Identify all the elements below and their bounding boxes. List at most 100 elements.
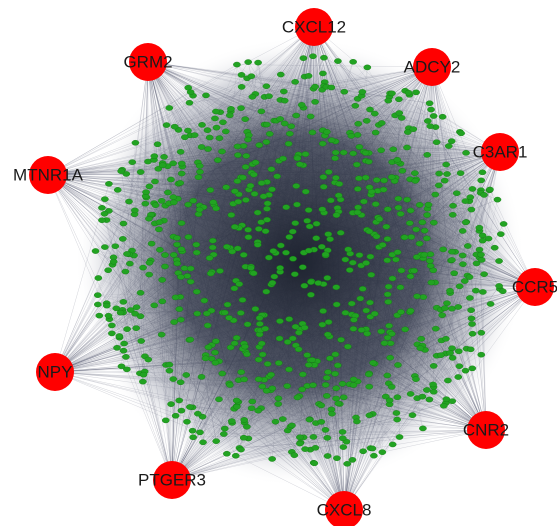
leaf-node <box>226 344 235 351</box>
leaf-node <box>216 268 224 274</box>
leaf-node <box>230 224 239 230</box>
leaf-node <box>195 206 204 213</box>
hub-node-adcy2: ADCY2 <box>404 48 460 86</box>
leaf-node <box>274 360 283 366</box>
leaf-node <box>237 72 246 78</box>
leaf-node <box>293 394 302 401</box>
leaf-node <box>387 331 396 337</box>
leaf-node <box>119 220 128 227</box>
leaf-node <box>311 445 320 451</box>
leaf-node <box>204 146 212 152</box>
leaf-node <box>203 322 212 329</box>
leaf-node <box>242 153 251 159</box>
leaf-node <box>499 221 508 227</box>
leaf-node <box>356 295 365 302</box>
hub-node-cnr2: CNR2 <box>463 411 509 449</box>
leaf-node <box>239 174 247 181</box>
leaf-node <box>351 102 360 109</box>
leaf-node <box>257 108 266 115</box>
leaf-node <box>282 249 290 256</box>
leaf-node <box>288 228 297 235</box>
leaf-node <box>181 134 189 141</box>
leaf-node <box>458 228 467 234</box>
leaf-node <box>132 325 141 331</box>
leaf-node <box>250 191 259 197</box>
hub-node-ptger3: PTGER3 <box>138 461 206 499</box>
leaf-node <box>424 201 433 208</box>
leaf-node <box>225 315 233 321</box>
leaf-node <box>309 434 318 440</box>
hub-node-grm2: GRM2 <box>123 43 173 81</box>
leaf-node <box>389 146 398 153</box>
leaf-node <box>331 370 339 377</box>
leaf-node <box>257 180 266 186</box>
leaf-node <box>477 251 485 258</box>
leaf-node <box>365 184 374 191</box>
leaf-node <box>237 369 245 375</box>
leaf-node <box>406 207 415 214</box>
leaf-node <box>334 58 342 64</box>
leaf-node <box>111 243 120 249</box>
leaf-node <box>131 139 140 146</box>
leaf-node <box>387 174 396 180</box>
leaf-node <box>367 271 376 278</box>
leaf-node <box>212 124 221 131</box>
leaf-node <box>455 283 464 290</box>
leaf-node <box>273 173 281 180</box>
leaf-node <box>215 396 223 403</box>
leaf-node <box>155 219 164 226</box>
leaf-node <box>406 273 415 280</box>
leaf-node <box>334 362 342 369</box>
leaf-node <box>350 316 358 323</box>
leaf-node <box>204 344 213 351</box>
hub-circle <box>325 491 363 526</box>
leaf-node <box>173 241 181 248</box>
leaf-node <box>291 79 299 85</box>
leaf-node <box>184 201 192 208</box>
leaf-node <box>322 393 331 399</box>
leaf-node <box>230 340 239 347</box>
leaf-node <box>354 186 362 192</box>
leaf-node <box>480 192 488 198</box>
leaf-node <box>439 246 447 253</box>
leaf-node <box>196 429 204 436</box>
leaf-node <box>415 202 424 208</box>
leaf-node <box>197 144 206 150</box>
leaf-node <box>339 149 348 156</box>
leaf-node <box>331 149 340 156</box>
leaf-node <box>443 171 451 177</box>
hub-node-cxcl8: CXCL8 <box>317 491 371 526</box>
leaf-node <box>307 279 315 285</box>
leaf-node <box>255 315 264 321</box>
hub-node-npy: NPY <box>36 353 74 391</box>
leaf-node <box>300 324 309 331</box>
hub-circle <box>516 268 554 306</box>
leaf-node <box>233 61 241 68</box>
hub-label: C3AR1 <box>473 142 528 161</box>
leaf-node <box>268 186 276 193</box>
leaf-node <box>161 417 170 424</box>
leaf-node <box>188 427 197 434</box>
leaf-node <box>167 176 175 183</box>
leaf-node <box>186 89 195 95</box>
leaf-node <box>349 59 357 65</box>
leaf-node <box>366 253 375 260</box>
leaf-node <box>276 318 284 324</box>
leaf-node <box>160 154 168 160</box>
leaf-node <box>176 149 185 155</box>
leaf-node <box>128 159 137 165</box>
hub-node-layer: CXCL12 ADCY2 C3AR1 CCR5 CNR2 CXCL8 PTGER3 NPY MT… <box>13 8 557 526</box>
leaf-node <box>393 156 402 163</box>
leaf-node <box>353 161 361 168</box>
leaf-node <box>440 177 449 184</box>
leaf-node <box>95 312 104 319</box>
leaf-node <box>396 211 405 217</box>
leaf-node <box>383 206 392 213</box>
leaf-node <box>398 168 407 174</box>
leaf-node <box>103 302 111 309</box>
leaf-node <box>454 348 463 355</box>
leaf-node <box>254 226 263 232</box>
leaf-node <box>121 268 130 275</box>
leaf-node <box>454 304 463 310</box>
leaf-node <box>91 248 100 254</box>
